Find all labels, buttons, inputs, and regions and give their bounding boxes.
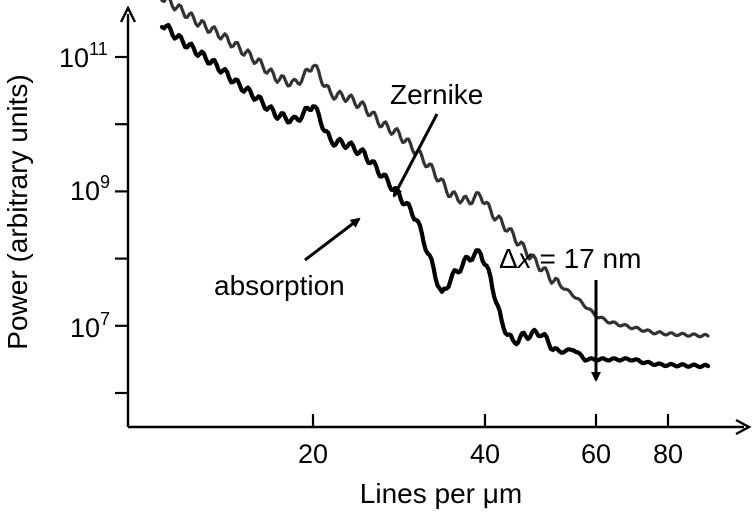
x-tick-label-40: 40 <box>470 439 500 469</box>
x-tick-label-60: 60 <box>581 439 611 469</box>
series-line-absorption <box>159 22 711 370</box>
y-axis-arrow <box>119 5 137 23</box>
zernike-arrow <box>392 113 439 198</box>
series-line-zernike <box>160 0 710 339</box>
x-tick-label-80: 80 <box>653 439 683 469</box>
x-tick-label-20: 20 <box>298 439 328 469</box>
zernike-annotation: Zernike <box>390 79 483 110</box>
absorption-annotation: absorption <box>214 270 345 301</box>
series-layer <box>159 0 711 370</box>
y-tick-label-7: 107 <box>70 309 110 343</box>
y-tick-label-9: 109 <box>70 172 110 206</box>
resolution-annotation: Δx = 17 nm <box>499 243 641 274</box>
tick-layer <box>115 55 670 427</box>
y-tick-label-11: 1011 <box>59 39 108 73</box>
absorption-arrow <box>304 217 361 262</box>
x-axis-arrow <box>735 418 752 436</box>
y-axis-label: Power (arbitrary units) <box>2 74 33 349</box>
x-axis-label: Lines per μm <box>360 478 522 509</box>
